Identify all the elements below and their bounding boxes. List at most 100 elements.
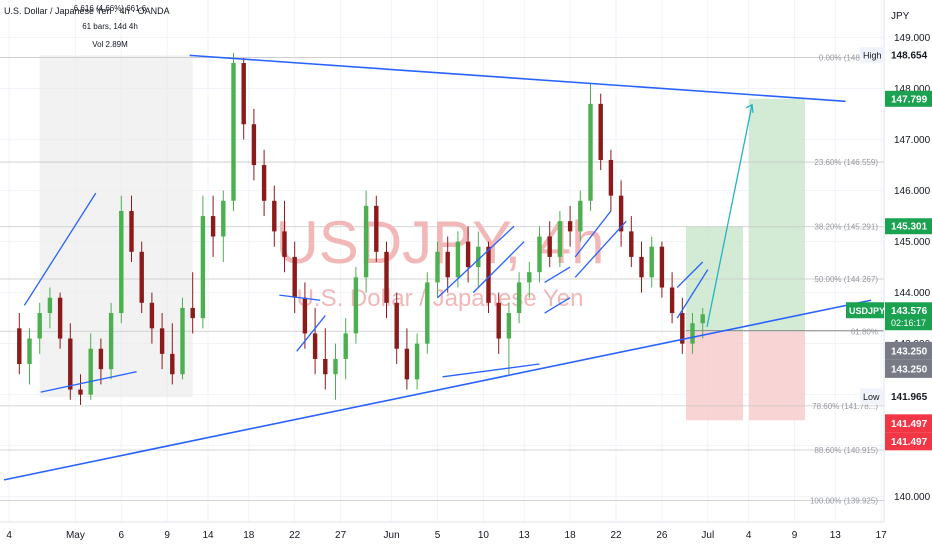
fib-label-4: 61.80% xyxy=(851,327,878,336)
symbol-title: U.S. Dollar / Japanese Yen · 4h · OANDA xyxy=(4,6,170,16)
stop-tag-a-box xyxy=(885,414,932,433)
candle-body xyxy=(78,389,83,395)
candle-body xyxy=(333,358,338,375)
candle-body xyxy=(98,348,104,370)
current-price-value: 143.576 xyxy=(891,306,928,317)
candle-body xyxy=(261,165,267,201)
candle-41 xyxy=(435,241,440,298)
candle-20 xyxy=(221,190,226,262)
candle-36 xyxy=(384,241,389,319)
candle-body xyxy=(57,297,63,339)
projection-arrowhead xyxy=(745,103,754,113)
candle-13 xyxy=(149,292,155,344)
candle-39 xyxy=(414,333,420,390)
watermark-ticker: USDJPY, 4h xyxy=(275,209,604,276)
stop-tag-a-value: 141.497 xyxy=(891,419,928,430)
high-label-text: High xyxy=(863,51,882,61)
candle-47 xyxy=(496,292,501,354)
candle-body xyxy=(27,338,32,365)
time-tick-18: 13 xyxy=(830,530,842,541)
candle-25 xyxy=(272,185,277,247)
projection-line xyxy=(706,104,753,328)
time-tick-14: 26 xyxy=(656,530,668,541)
candle-body xyxy=(486,246,491,303)
candle-body xyxy=(537,236,542,273)
candles[interactable] xyxy=(17,52,705,405)
fib-label-6: 88.60% (140.915) xyxy=(814,446,878,455)
measure-volume: Vol 2.89M xyxy=(92,40,128,49)
candle-body xyxy=(200,216,206,319)
fib-label-0: 0.00% (148.609) xyxy=(819,53,878,62)
candle-body xyxy=(272,200,277,232)
entry-tag-a: 143.250 xyxy=(885,341,932,360)
candle-body xyxy=(363,205,369,278)
candle-10 xyxy=(119,195,124,324)
time-tick-1: May xyxy=(66,530,85,541)
fib-label-2: 38.20% (145.291) xyxy=(814,223,878,232)
candle-6 xyxy=(78,374,83,405)
time-tick-4: 14 xyxy=(202,530,214,541)
candle-59 xyxy=(618,180,624,247)
trendline-channel-11 xyxy=(574,220,627,278)
fib-label-1: 23.60% (146.559) xyxy=(814,158,878,167)
candle-4 xyxy=(57,292,63,349)
currency-label: JPY xyxy=(891,11,910,22)
candle-body xyxy=(159,328,165,354)
measure-change: 6.616 (4.66%) 661.6 xyxy=(74,4,147,13)
candle-body xyxy=(302,297,308,334)
candle-body xyxy=(47,297,53,314)
measure-header: U.S. Dollar / Japanese Yen · 4h · OANDA … xyxy=(4,4,170,49)
tp-box-tag: 145.301 xyxy=(885,218,932,235)
candle-body xyxy=(374,205,379,252)
low-tag: 141.965 xyxy=(885,388,932,405)
position-zones xyxy=(39,55,884,421)
candle-27 xyxy=(292,241,297,314)
candle-body xyxy=(588,103,593,201)
candle-body xyxy=(251,124,257,166)
time-tick-8: Jun xyxy=(384,530,400,541)
candle-48 xyxy=(506,302,512,375)
time-tick-0: 4 xyxy=(6,530,12,541)
candle-body xyxy=(129,210,134,252)
trendline-upper-resistance xyxy=(189,54,846,103)
candle-18 xyxy=(200,195,206,329)
candle-19 xyxy=(210,195,216,257)
time-tick-19: 17 xyxy=(876,530,888,541)
candle-body xyxy=(527,272,532,283)
time-tick-labels[interactable]: 4 May 6 9 14 18 22 27 Jun 5 10 13 18 22 26 Jul 4 9 13 17 xyxy=(6,530,887,541)
candle-body xyxy=(190,307,195,319)
tp-box-tag-box xyxy=(885,218,932,235)
candle-body xyxy=(567,221,573,232)
candle-body xyxy=(476,246,481,268)
candle-body xyxy=(323,358,328,375)
trendlines[interactable] xyxy=(3,54,872,481)
candle-21 xyxy=(231,52,236,211)
candle-32 xyxy=(343,318,348,380)
tp-box-tag-value: 145.301 xyxy=(891,222,928,233)
candle-23 xyxy=(251,108,257,181)
candle-49 xyxy=(516,272,522,324)
candle-38 xyxy=(404,328,410,390)
candle-body xyxy=(425,282,430,344)
candle-body xyxy=(700,314,705,324)
stop-tag-b: 141.497 xyxy=(885,432,932,451)
projection-arrow[interactable] xyxy=(706,103,754,328)
candle-body xyxy=(241,63,246,125)
candle-52 xyxy=(547,221,552,268)
candle-15 xyxy=(170,323,175,385)
candle-50 xyxy=(527,262,532,298)
candle-body xyxy=(578,200,583,232)
trendline-channel-5 xyxy=(437,225,515,299)
entry-tag-a-value: 143.250 xyxy=(891,346,928,357)
candle-body xyxy=(88,348,93,395)
candle-11 xyxy=(129,195,134,262)
candle-body xyxy=(180,307,185,375)
candle-30 xyxy=(323,328,328,390)
price-tick-3: 146.000 xyxy=(894,186,931,197)
watermark: USDJPY, 4h U.S. Dollar / Japanese Yen xyxy=(275,209,604,312)
candle-12 xyxy=(139,241,144,314)
